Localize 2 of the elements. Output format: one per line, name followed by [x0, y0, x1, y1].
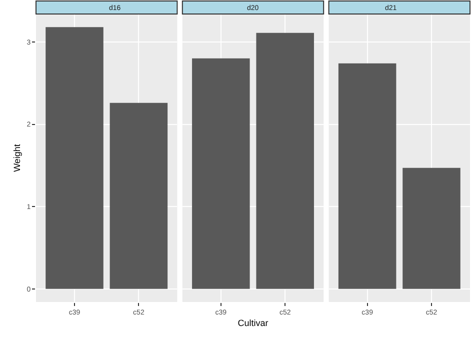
x-axis-title: Cultivar — [238, 318, 268, 328]
y-axis-title: Weight — [12, 144, 22, 172]
